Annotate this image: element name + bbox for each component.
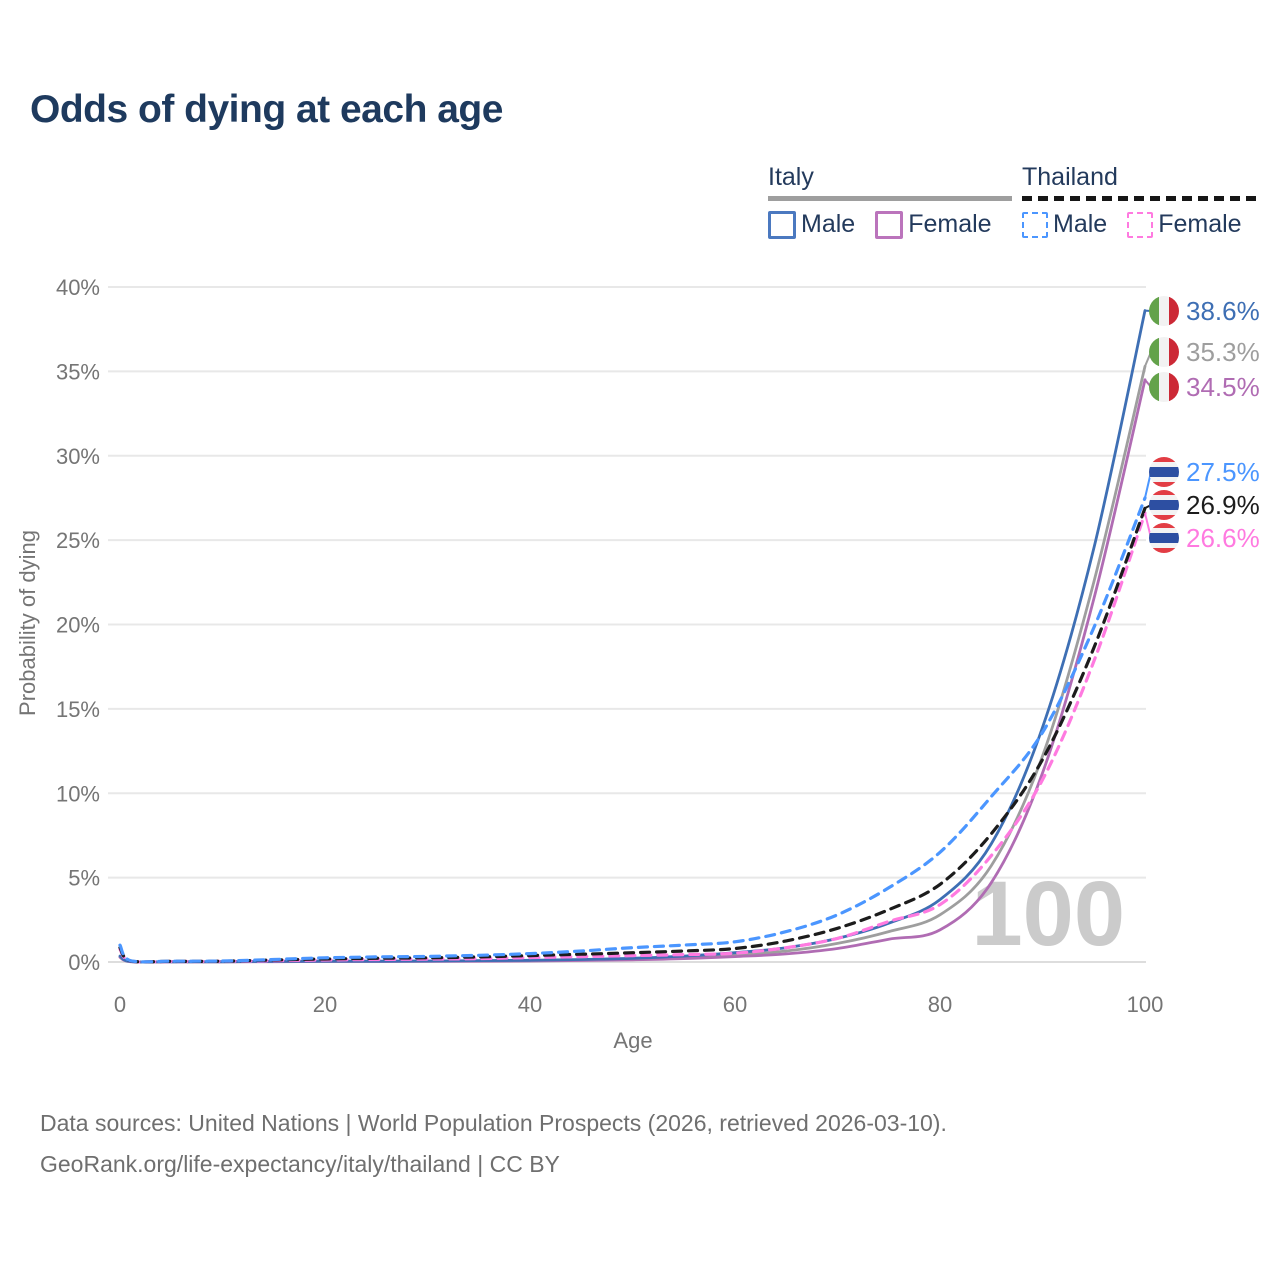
end-label-value: 27.5%	[1186, 456, 1260, 487]
legend-checkbox-thailand-male[interactable]: Male	[1022, 210, 1107, 239]
legend-label-italy-female: Female	[908, 210, 992, 238]
end-label-thailand: 26.6%	[1149, 522, 1260, 554]
y-tick-label: 5%	[68, 866, 100, 891]
end-label-thailand: 27.5%	[1149, 456, 1260, 488]
footer-attribution: GeoRank.org/life-expectancy/italy/thaila…	[40, 1151, 560, 1177]
series-line-thailand-male[interactable]	[118, 496, 1147, 964]
footer-data-sources: Data sources: United Nations | World Pop…	[40, 1110, 947, 1136]
legend-label-thailand-male: Male	[1053, 210, 1108, 238]
y-tick-label: 20%	[56, 613, 100, 638]
y-tick-label: 0%	[68, 950, 100, 975]
legend-group-thailand-name: Thailand	[1022, 163, 1118, 191]
checkbox-icon	[768, 210, 796, 239]
end-label-italy: 34.5%	[1149, 371, 1260, 403]
checkbox-icon	[875, 210, 904, 239]
end-label-thailand: 26.9%	[1149, 489, 1260, 521]
x-tick-label: 80	[928, 992, 952, 1017]
legend-group-italy-name: Italy	[768, 163, 814, 191]
italy-flag-icon	[1149, 372, 1179, 402]
italy-flag-icon	[1149, 337, 1179, 367]
end-label-value: 26.9%	[1186, 489, 1260, 520]
italy-solid-line-sample	[768, 196, 1012, 201]
legend-label-italy-male: Male	[801, 210, 856, 238]
thailand-dashed-line-sample	[1022, 196, 1262, 201]
end-label-value: 38.6%	[1186, 295, 1260, 326]
end-label-value: 35.3%	[1186, 336, 1260, 367]
checkbox-icon	[1022, 211, 1048, 238]
thailand-flag-icon	[1149, 457, 1179, 487]
x-tick-label: 0	[114, 992, 126, 1017]
y-tick-label: 10%	[56, 781, 100, 806]
y-tick-label: 40%	[56, 275, 100, 300]
thailand-flag-icon	[1149, 490, 1179, 520]
legend-group-italy: Italy Male Female	[768, 163, 1012, 239]
series-line-italy-female[interactable]	[118, 378, 1147, 964]
y-tick-label: 25%	[56, 528, 100, 553]
legend-checkbox-italy-male[interactable]: Male	[768, 210, 855, 239]
footer: Data sources: United Nations | World Pop…	[40, 1103, 947, 1185]
italy-flag-icon	[1149, 296, 1179, 326]
y-axis-title: Probability of dying	[15, 530, 40, 716]
end-label-italy: 38.6%	[1149, 295, 1260, 327]
legend-checkbox-italy-female[interactable]: Female	[875, 210, 992, 239]
legend-checkbox-thailand-female[interactable]: Female	[1127, 210, 1242, 239]
series-line-thailand-both-sexes[interactable]	[118, 506, 1147, 964]
y-tick-label: 35%	[56, 359, 100, 384]
y-tick-label: 30%	[56, 444, 100, 469]
page-title: Odds of dying at each age	[30, 88, 503, 131]
x-axis-title: Age	[613, 1028, 653, 1053]
end-label-value: 34.5%	[1186, 371, 1260, 402]
thailand-flag-icon	[1149, 523, 1179, 553]
legend-label-thailand-female: Female	[1158, 210, 1242, 238]
y-tick-label: 15%	[56, 697, 100, 722]
series-line-thailand-female[interactable]	[118, 511, 1147, 964]
checkbox-icon	[1127, 211, 1154, 238]
x-tick-label: 20	[313, 992, 337, 1017]
end-label-italy: 35.3%	[1149, 336, 1260, 368]
x-tick-label: 100	[1127, 992, 1164, 1017]
legend-group-thailand: Thailand Male Female	[1022, 163, 1262, 239]
x-tick-label: 40	[518, 992, 542, 1017]
end-label-value: 26.6%	[1186, 522, 1260, 553]
x-tick-label: 60	[723, 992, 747, 1017]
